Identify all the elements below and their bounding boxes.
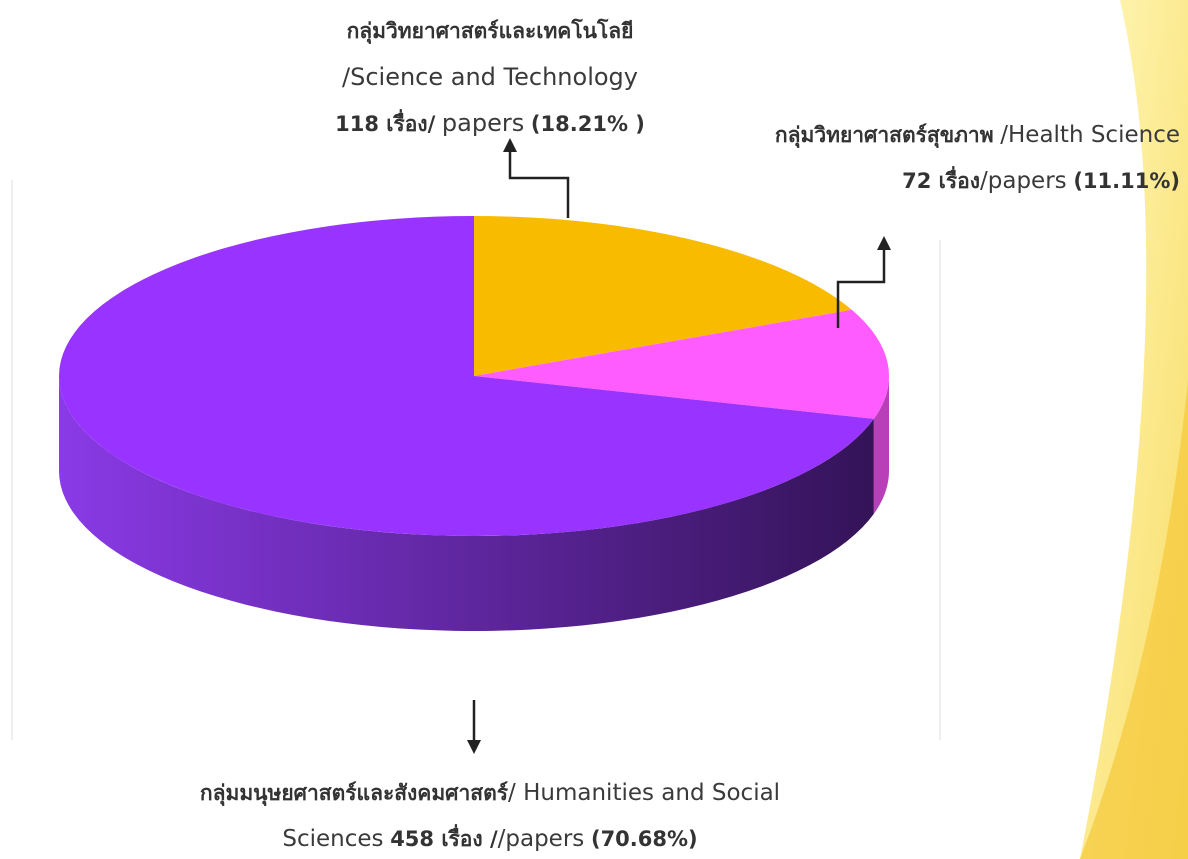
percent-label: (18.21% ) <box>530 112 645 136</box>
category-label: กลุ่มวิทยาศาสตร์สุขภาพ <box>774 123 994 147</box>
category-en: /Health Science <box>1000 122 1180 148</box>
connector <box>508 150 570 218</box>
arrowhead <box>503 138 517 152</box>
pie <box>58 216 890 631</box>
slice-side <box>873 376 889 514</box>
category-label: กลุ่มมนุษยศาสตร์และสังคมศาสตร์ <box>199 781 509 805</box>
connector <box>836 248 886 328</box>
slice <box>58 216 874 536</box>
unit-label: /papers <box>980 168 1067 194</box>
value-label: 72 เรื่อง <box>902 169 980 193</box>
value-label: 118 เรื่อง/ <box>335 112 436 136</box>
decoration <box>1080 380 1188 859</box>
value-label: 458 เรื่อง / <box>390 827 498 851</box>
category-en: / Humanities and Social Sciences <box>282 780 781 852</box>
percent-label: (11.11%) <box>1073 169 1180 193</box>
arrowhead <box>467 740 481 754</box>
slice <box>474 309 890 419</box>
label: กลุ่มมนุษยศาสตร์และสังคมศาสตร์/ Humaniti… <box>180 770 800 859</box>
connectors <box>472 150 886 742</box>
arrowhead <box>877 236 891 250</box>
label: กลุ่มวิทยาศาสตร์สุขภาพ /Health Science 7… <box>760 112 1180 204</box>
category-label: กลุ่มวิทยาศาสตร์และเทคโนโลยี <box>346 19 634 43</box>
category-en: /Science and Technology <box>342 63 638 91</box>
unit-label: /papers <box>497 826 585 852</box>
slice <box>474 216 852 376</box>
label: กลุ่มวิทยาศาสตร์และเทคโนโลยี /Science an… <box>290 8 690 147</box>
unit-label: papers <box>441 109 525 137</box>
slice-side <box>59 376 874 631</box>
percent-label: (70.68%) <box>590 827 698 851</box>
